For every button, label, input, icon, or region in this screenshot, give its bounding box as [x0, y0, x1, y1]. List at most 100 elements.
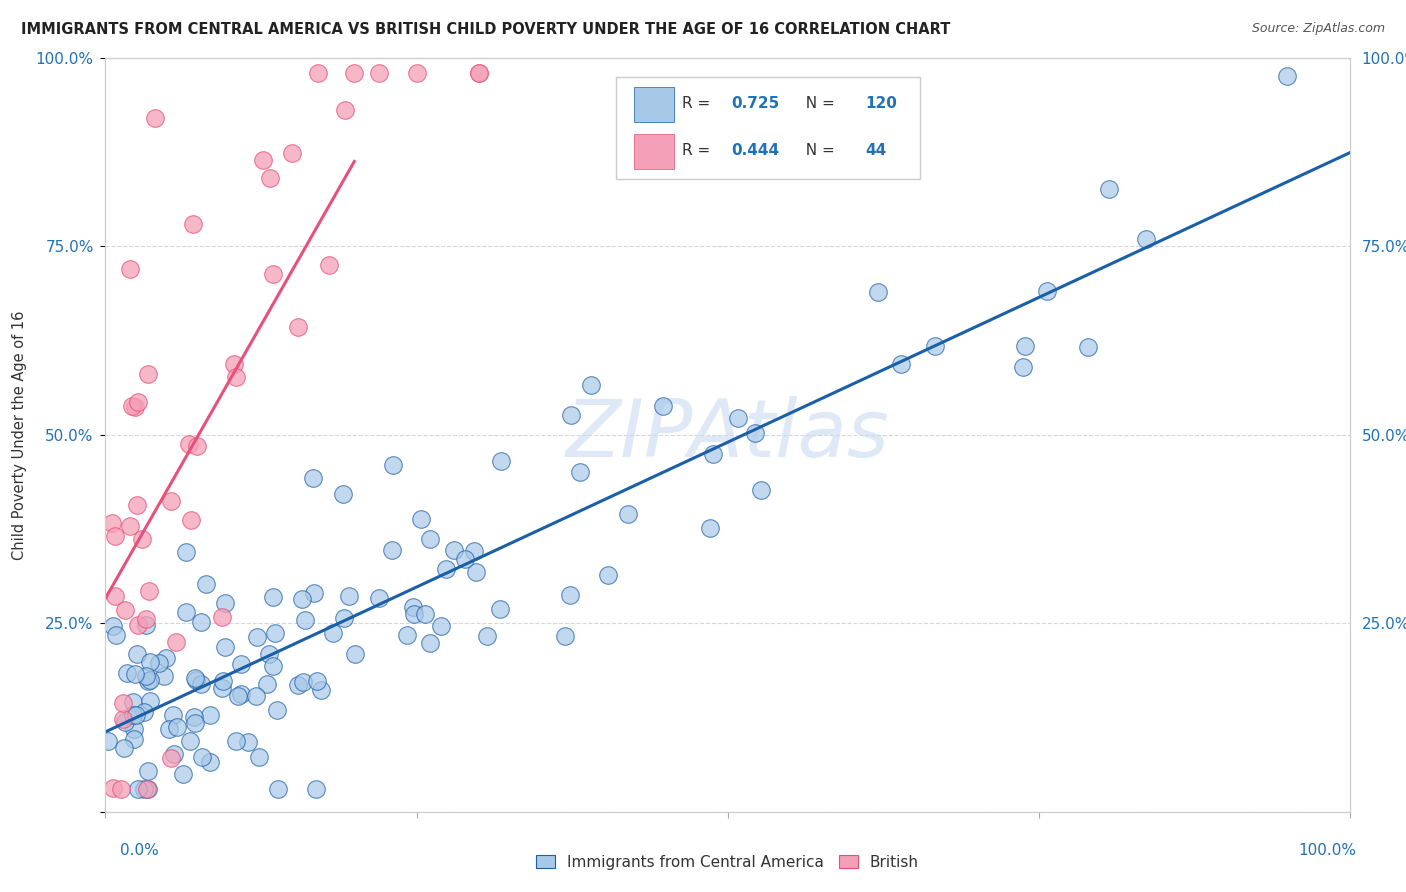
Text: 100.0%: 100.0% — [1299, 843, 1357, 858]
Point — [111, 712, 134, 726]
Text: 120: 120 — [866, 96, 897, 112]
Point — [419, 635, 441, 649]
Point — [413, 607, 436, 622]
Point — [135, 612, 157, 626]
Point — [262, 267, 284, 281]
Point — [121, 695, 143, 709]
Point — [305, 674, 328, 689]
Point — [727, 411, 749, 425]
Point — [135, 618, 157, 632]
Point — [491, 454, 513, 468]
Point — [101, 516, 124, 530]
FancyBboxPatch shape — [616, 77, 921, 178]
Point — [125, 647, 148, 661]
Text: N =: N = — [796, 144, 839, 158]
Legend: Immigrants from Central America, British: Immigrants from Central America, British — [530, 848, 925, 876]
Point — [581, 377, 603, 392]
Point — [560, 408, 582, 422]
Point — [104, 529, 127, 543]
Point — [131, 532, 153, 546]
Point — [190, 677, 212, 691]
Point — [558, 588, 581, 602]
Point — [287, 678, 309, 692]
Point — [290, 591, 312, 606]
Point — [1036, 284, 1059, 298]
Point — [246, 630, 269, 644]
Point — [112, 696, 135, 710]
Point — [226, 689, 249, 703]
Text: R =: R = — [682, 144, 714, 158]
Point — [1135, 232, 1157, 246]
Point — [136, 368, 159, 382]
Point — [127, 394, 149, 409]
Point — [617, 507, 640, 521]
Point — [101, 780, 124, 795]
Text: 0.725: 0.725 — [731, 96, 779, 112]
Point — [184, 671, 207, 685]
Point — [1097, 182, 1119, 196]
Point — [405, 66, 427, 80]
Point — [136, 764, 159, 779]
Point — [309, 682, 332, 697]
Point — [475, 629, 498, 643]
Point — [184, 673, 207, 687]
Point — [381, 542, 404, 557]
Point — [596, 567, 619, 582]
Point — [699, 521, 721, 535]
Point — [127, 782, 149, 797]
Point — [651, 399, 673, 413]
Point — [136, 782, 159, 797]
Point — [97, 734, 120, 748]
Point — [153, 669, 176, 683]
Point — [120, 262, 142, 277]
Point — [211, 681, 233, 695]
Point — [214, 640, 236, 654]
Point — [337, 590, 360, 604]
Point — [396, 627, 419, 641]
Point — [159, 751, 181, 765]
Point — [198, 756, 221, 770]
Point — [229, 687, 252, 701]
Point — [172, 766, 194, 780]
Point — [434, 562, 457, 576]
Point — [924, 339, 946, 353]
Point — [302, 471, 325, 485]
Point — [262, 590, 284, 604]
Point — [179, 734, 201, 748]
FancyBboxPatch shape — [634, 87, 673, 121]
Point — [122, 722, 145, 736]
Point — [287, 320, 309, 334]
Point — [252, 153, 274, 167]
Point — [554, 629, 576, 643]
Point — [333, 103, 356, 117]
Point — [136, 673, 159, 688]
Point — [112, 741, 135, 756]
Text: 0.444: 0.444 — [731, 144, 779, 158]
Text: IMMIGRANTS FROM CENTRAL AMERICA VS BRITISH CHILD POVERTY UNDER THE AGE OF 16 COR: IMMIGRANTS FROM CENTRAL AMERICA VS BRITI… — [21, 22, 950, 37]
Point — [176, 545, 198, 559]
Point — [191, 749, 214, 764]
Text: N =: N = — [796, 96, 839, 112]
Text: ZIPAtlas: ZIPAtlas — [565, 396, 890, 474]
Point — [212, 674, 235, 689]
Point — [114, 603, 136, 617]
Point — [402, 599, 425, 614]
Point — [134, 782, 156, 797]
Point — [222, 357, 245, 371]
Point — [163, 747, 186, 761]
Point — [225, 734, 247, 748]
Point — [143, 112, 166, 126]
Point — [744, 425, 766, 440]
FancyBboxPatch shape — [634, 134, 673, 169]
Point — [463, 543, 485, 558]
Point — [1012, 359, 1035, 374]
Point — [749, 483, 772, 497]
Point — [264, 626, 287, 640]
Point — [159, 494, 181, 508]
Point — [568, 465, 591, 479]
Point — [307, 66, 329, 80]
Point — [409, 512, 432, 526]
Point — [139, 655, 162, 669]
Point — [114, 714, 136, 729]
Point — [1014, 339, 1036, 353]
